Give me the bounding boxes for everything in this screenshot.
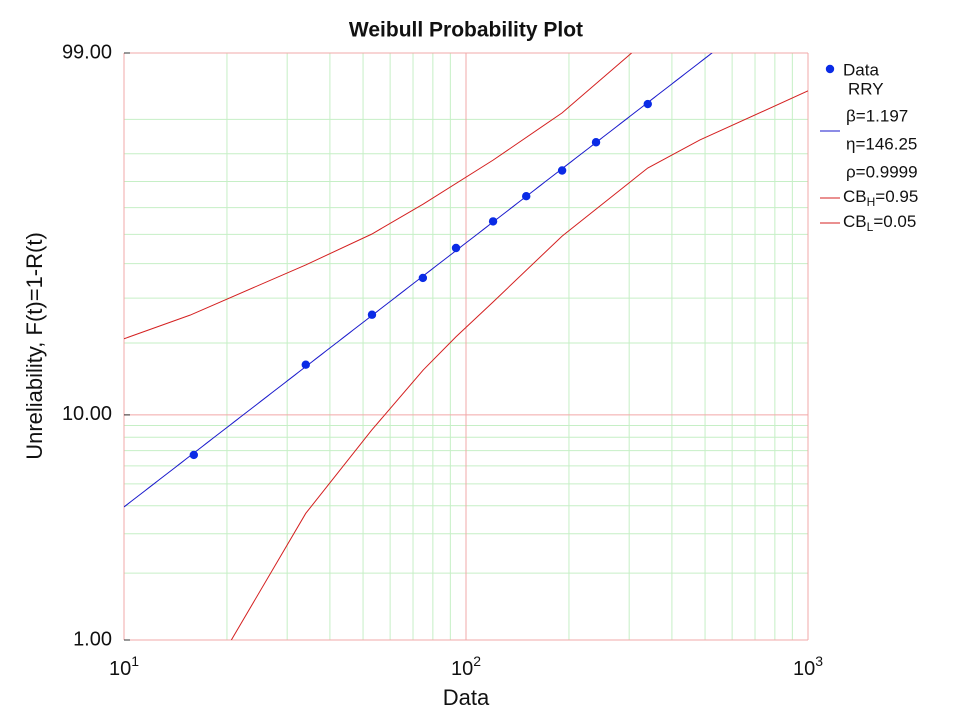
y-axis-label: Unreliability, F(t)=1-R(t) [22, 232, 47, 460]
y-tick-label: 1.00 [73, 628, 112, 650]
tick-base: 10 [109, 658, 131, 680]
tick-exponent: 2 [473, 653, 481, 669]
legend-text: CB [843, 187, 867, 206]
legend-label: Data [843, 60, 879, 79]
tick-exponent: 3 [815, 653, 823, 669]
legend-label: η=146.25 [846, 134, 917, 153]
plot-area [124, 53, 808, 640]
legend-subscript: L [867, 220, 874, 234]
confidence-bound [230, 90, 808, 640]
legend: DataRRYβ=1.197η=146.25ρ=0.9999CBH=0.95CB… [820, 60, 918, 234]
y-tick-label: 10.00 [62, 403, 112, 425]
tick-exponent: 1 [131, 653, 139, 669]
data-point [643, 99, 652, 109]
legend-label: ρ=0.9999 [846, 162, 918, 181]
legend-label: RRY [848, 79, 884, 98]
legend-label: β=1.197 [846, 106, 908, 125]
data-point [418, 273, 428, 283]
x-tick-label: 102 [451, 653, 481, 681]
data-point [189, 450, 199, 460]
grid [123, 52, 809, 641]
data-point [557, 166, 567, 175]
tick-base: 10 [793, 658, 815, 680]
chart-title: Weibull Probability Plot [349, 19, 583, 42]
x-tick-label: 103 [793, 653, 823, 681]
data-point [451, 243, 461, 253]
legend-label: CBL=0.05 [843, 212, 916, 234]
data-point [591, 138, 601, 147]
data-point [301, 360, 310, 369]
legend-label: CBH=0.95 [843, 187, 918, 209]
data-point [522, 192, 531, 201]
legend-subscript: H [867, 195, 876, 209]
data-point [488, 217, 498, 226]
legend-marker [825, 64, 835, 74]
x-axis-label: Data [443, 685, 490, 710]
legend-text: =0.95 [875, 187, 918, 206]
x-tick-label: 101 [109, 653, 139, 681]
confidence-bound [124, 53, 632, 340]
y-tick-label: 99.00 [62, 41, 112, 63]
tick-base: 10 [451, 658, 473, 680]
legend-text: CB [843, 212, 867, 231]
fit-line [124, 53, 713, 508]
legend-text: =0.05 [873, 212, 916, 231]
data-point [367, 310, 377, 319]
